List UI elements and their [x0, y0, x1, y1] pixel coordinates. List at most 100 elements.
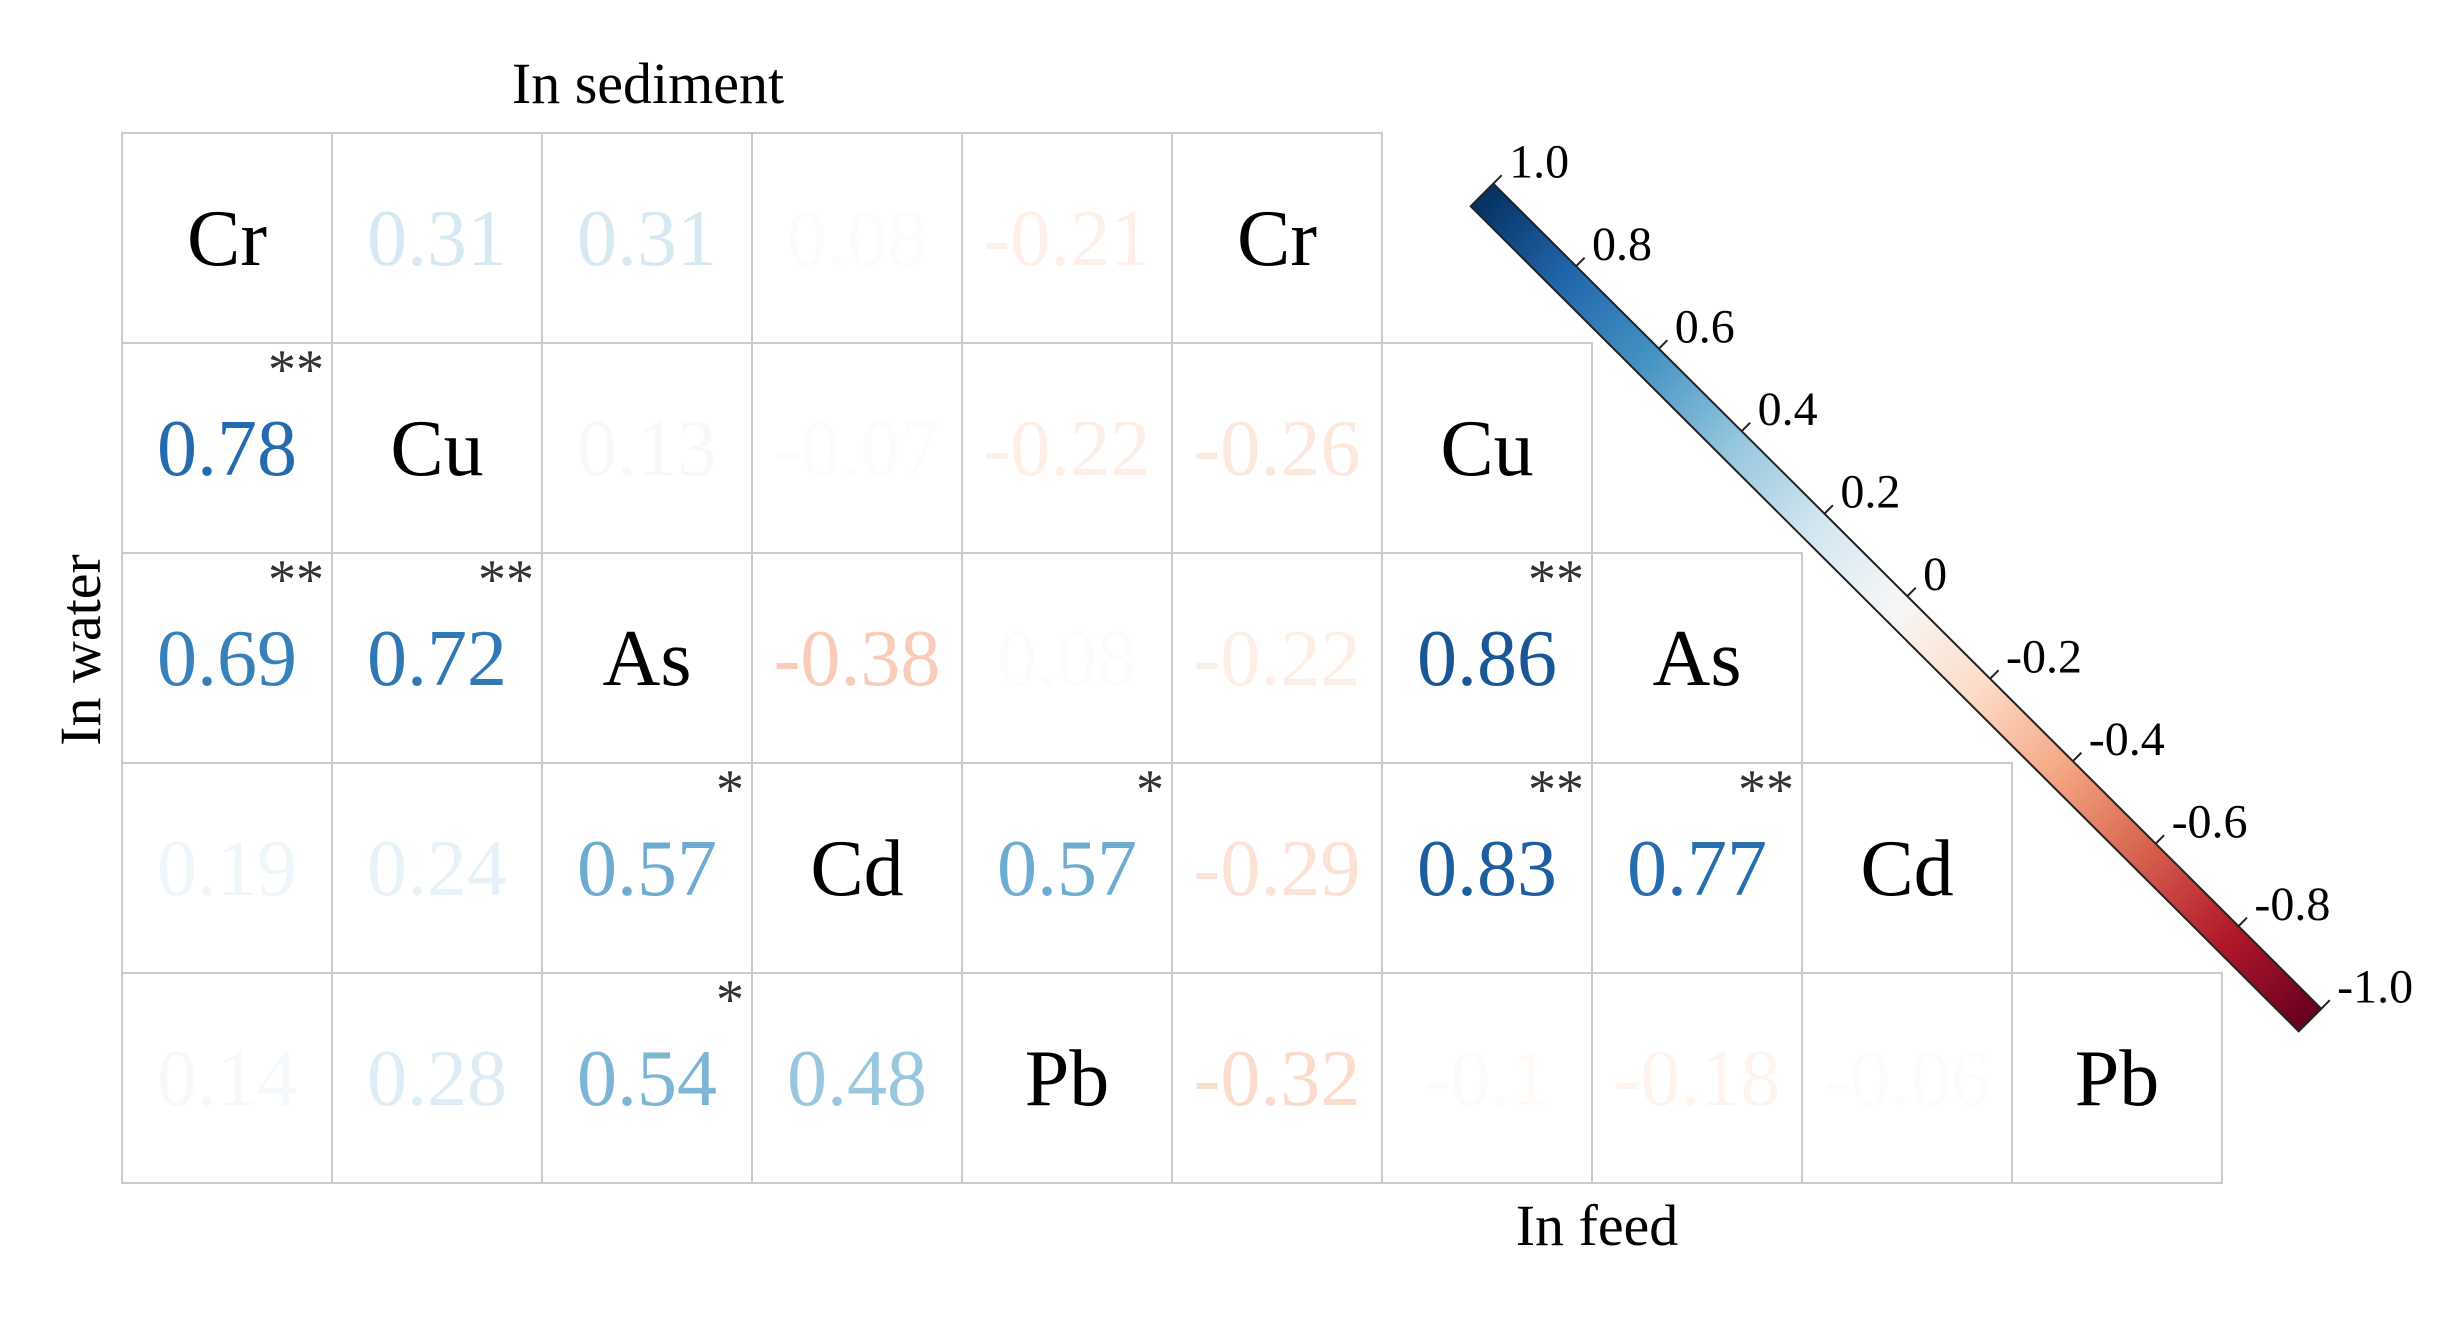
colorbar-tick	[2072, 751, 2083, 762]
diag-label-left-pb: Pb	[1025, 1035, 1110, 1123]
colorbar-tick-label: 0.2	[1840, 466, 1900, 519]
cell-feed-pb-as	[1591, 972, 1803, 1184]
feed-value-pb-cd: -0.06	[1824, 1035, 1991, 1123]
cell-left-cr-cr	[121, 132, 333, 344]
colorbar-tick-label: 0.6	[1675, 301, 1735, 354]
cell-left-as-cu	[331, 552, 543, 764]
significance-marker: *	[716, 969, 744, 1031]
cell-left-cr-cu	[331, 132, 543, 344]
cell-left-cd-cu	[331, 762, 543, 974]
cell-grid	[121, 132, 2223, 1184]
cell-feed-diag-pb	[2011, 972, 2223, 1184]
colorbar-tick	[1823, 504, 1834, 515]
cell-left-pb-cu	[331, 972, 543, 1184]
feed-value-as-cr: -0.22	[1194, 615, 1361, 703]
diag-label-left-cr: Cr	[187, 195, 267, 283]
cell-left-cd-cr	[121, 762, 333, 974]
colorbar-tick	[1575, 256, 1586, 267]
cell-feed-diag-as	[1591, 552, 1803, 764]
significance-marker: **	[268, 339, 324, 401]
sediment-value-cu-cd: -0.07	[774, 405, 941, 493]
colorbar-tick	[1658, 339, 1669, 350]
water-value-cd-cu: 0.24	[367, 825, 507, 913]
cell-feed-diag-cr	[1171, 132, 1383, 344]
colorbar-tick	[1740, 421, 1751, 432]
water-value-pb-as: 0.54	[577, 1035, 717, 1123]
water-value-pb-cd: 0.48	[787, 1035, 927, 1123]
sediment-value-cr-pb: -0.21	[984, 195, 1151, 283]
diag-label-feed-cd: Cd	[1860, 825, 1953, 913]
cell-left-cr-cd	[751, 132, 963, 344]
cell-left-cd-pb	[961, 762, 1173, 974]
cell-left-cd-cd	[751, 762, 963, 974]
colorbar-tick	[2237, 916, 2248, 927]
sediment-value-cr-as: 0.31	[577, 195, 717, 283]
water-value-as-cr: 0.69	[157, 615, 297, 703]
cell-labels: CrCuAsCdPbCrCuAsCdPb0.78**0.69**0.72**0.…	[157, 195, 2159, 1123]
diag-label-left-as: As	[603, 615, 692, 703]
diag-label-left-cu: Cu	[390, 405, 483, 493]
cell-left-cu-as	[541, 342, 753, 554]
colorbar-tick-label: -0.6	[2172, 796, 2248, 849]
colorbar-band	[1469, 182, 2323, 1033]
feed-value-cu-cr: -0.26	[1194, 405, 1361, 493]
colorbar: 1.0 0.8 0.6 0.4 0.2 0 -0.2-0.4-0.6-0.8-1.0	[1469, 136, 2413, 1033]
sediment-axis-label: In sediment	[512, 51, 784, 116]
sediment-value-cr-cu: 0.31	[367, 195, 507, 283]
feed-axis-label: In feed	[1516, 1193, 1679, 1258]
significance-marker: **	[268, 549, 324, 611]
diag-label-feed-cu: Cu	[1440, 405, 1533, 493]
water-value-cd-cr: 0.19	[157, 825, 297, 913]
colorbar-tick	[1492, 174, 1503, 185]
diag-label-feed-as: As	[1653, 615, 1742, 703]
significance-marker: **	[1528, 549, 1584, 611]
cell-left-pb-pb	[961, 972, 1173, 1184]
cell-left-as-pb	[961, 552, 1173, 764]
feed-value-pb-cu: -0.1	[1424, 1035, 1551, 1123]
cell-feed-pb-cu	[1381, 972, 1593, 1184]
cell-feed-cu-cr	[1171, 342, 1383, 554]
significance-marker: *	[716, 759, 744, 821]
feed-value-pb-cr: -0.32	[1194, 1035, 1361, 1123]
significance-marker: **	[1738, 759, 1794, 821]
diag-label-left-cd: Cd	[810, 825, 903, 913]
cell-feed-pb-cr	[1171, 972, 1383, 1184]
colorbar-tick	[1906, 586, 1917, 597]
sediment-value-cd-pb: 0.57	[997, 825, 1137, 913]
sediment-value-as-cd: -0.38	[774, 615, 941, 703]
significance-marker: **	[1528, 759, 1584, 821]
colorbar-tick-label: 0.8	[1592, 218, 1652, 271]
cell-left-pb-cr	[121, 972, 333, 1184]
cell-feed-as-cr	[1171, 552, 1383, 764]
significance-marker: **	[478, 549, 534, 611]
colorbar-tick	[2154, 834, 2165, 845]
colorbar-tick-label: -0.8	[2254, 878, 2330, 931]
diag-label-feed-pb: Pb	[2075, 1035, 2160, 1123]
colorbar-tick	[1989, 669, 2000, 680]
cell-left-cu-cr	[121, 342, 333, 554]
cell-left-pb-as	[541, 972, 753, 1184]
cell-left-cd-as	[541, 762, 753, 974]
colorbar-tick-label: 0	[1923, 548, 1947, 601]
cell-left-cu-pb	[961, 342, 1173, 554]
diag-label-feed-cr: Cr	[1237, 195, 1317, 283]
cell-feed-diag-cd	[1801, 762, 2013, 974]
cell-feed-pb-cd	[1801, 972, 2013, 1184]
cell-left-cr-as	[541, 132, 753, 344]
colorbar-tick	[2320, 999, 2331, 1010]
water-value-cd-as: 0.57	[577, 825, 717, 913]
feed-value-pb-as: -0.18	[1614, 1035, 1781, 1123]
sediment-value-cr-cd: 0.08	[787, 195, 927, 283]
sediment-value-as-pb: 0.08	[997, 615, 1137, 703]
water-value-pb-cr: 0.14	[157, 1035, 297, 1123]
water-value-cu-cr: 0.78	[157, 405, 297, 493]
feed-value-cd-cu: 0.83	[1417, 825, 1557, 913]
water-axis-label: In water	[48, 554, 113, 746]
cell-left-cr-pb	[961, 132, 1173, 344]
cell-left-as-as	[541, 552, 753, 764]
colorbar-tick-label: -0.4	[2089, 713, 2165, 766]
water-value-pb-cu: 0.28	[367, 1035, 507, 1123]
cell-feed-diag-cu	[1381, 342, 1593, 554]
